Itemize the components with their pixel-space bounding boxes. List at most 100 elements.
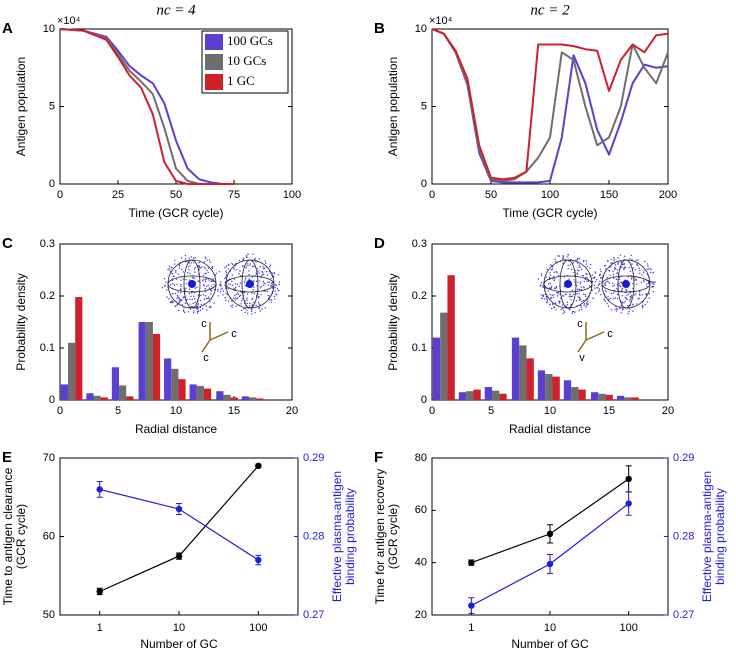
bar [203, 388, 212, 400]
inset-dot [540, 281, 543, 284]
inset-dot [548, 276, 551, 278]
legend-swatch [205, 54, 223, 70]
inset-dot [626, 294, 628, 296]
inset-dot [188, 268, 190, 271]
x-tick-label: 1 [97, 622, 103, 634]
inset-arrow [585, 331, 605, 341]
inset-dot [646, 263, 649, 265]
bar [152, 333, 161, 400]
plot-frame [431, 28, 669, 185]
inset-dot [215, 272, 218, 274]
inset-dot [203, 284, 205, 286]
inset-dot [605, 290, 608, 293]
y2-label: binding probability [343, 488, 357, 585]
inset-dot [208, 259, 211, 261]
inset-dot [591, 274, 593, 276]
inset-dot [188, 293, 191, 295]
inset-dot [621, 295, 624, 297]
inset-arrow [209, 331, 229, 341]
bar [624, 397, 632, 400]
inset-dot [272, 287, 274, 289]
inset-dot [227, 264, 230, 267]
inset-dot [177, 291, 179, 293]
inset-dot [612, 270, 614, 273]
inset-dot [594, 276, 596, 279]
inset-dot [562, 312, 564, 315]
inset-dot [600, 293, 602, 296]
inset-dot [253, 265, 255, 268]
inset-dot [629, 270, 632, 273]
inset-dot [189, 265, 191, 267]
marker [468, 559, 475, 566]
x-tick-label: 20 [286, 405, 298, 417]
x-axis-label: Time (GCR cycle) [503, 206, 598, 220]
inset-dot [549, 274, 552, 276]
inset-dot [546, 298, 548, 300]
inset-dot [548, 287, 551, 289]
x-tick-label: 10 [173, 622, 185, 634]
inset-dot [233, 287, 235, 290]
inset-dot [632, 282, 634, 285]
inset-dot [585, 302, 588, 304]
bar [68, 342, 76, 400]
inset-dot [652, 285, 655, 288]
inset-dot [239, 294, 242, 297]
inset-dot [266, 290, 269, 293]
inset-dot [542, 286, 544, 289]
inset-dot [625, 288, 627, 291]
marker [175, 552, 183, 560]
line-series [431, 28, 669, 182]
inset-dot [251, 292, 253, 294]
inset-dot [567, 264, 569, 267]
inset-dot [256, 285, 258, 287]
y-label: Antigen population [386, 57, 400, 156]
inset-dot [235, 269, 238, 271]
bar [126, 396, 134, 400]
inset-dot [635, 293, 637, 295]
inset-dot [599, 277, 602, 279]
inset-dot [275, 293, 277, 295]
inset-dot [553, 279, 556, 282]
inset-dot [628, 308, 631, 310]
inset-dot [645, 292, 648, 295]
inset-dot [614, 297, 617, 299]
inset-dot [610, 309, 613, 311]
inset-dot [185, 287, 187, 289]
inset-dot [231, 306, 233, 309]
inset-dot [634, 268, 636, 271]
inset-dot [548, 283, 550, 285]
y-tick-label: 70 [43, 452, 55, 464]
panel-label: A [2, 20, 13, 37]
inset-dot [649, 267, 651, 270]
inset-dot [589, 263, 592, 266]
bar [75, 297, 83, 400]
inset-dot [625, 289, 628, 292]
inset-dot [614, 267, 617, 270]
inset-dot [243, 281, 246, 283]
y2-tick-label: 0.27 [303, 609, 324, 621]
y-tick-label: 0 [421, 178, 427, 190]
inset-dot [651, 286, 653, 288]
inset-dot [604, 284, 607, 286]
inset-dot [555, 260, 557, 263]
inset-dot [555, 270, 557, 273]
inset-dot [170, 301, 173, 303]
inset-dot [182, 297, 185, 299]
inset-dot [267, 284, 270, 286]
inset-label: c [201, 318, 207, 330]
panel-label: D [374, 235, 385, 252]
inset-dot [266, 274, 269, 276]
inset-dot [608, 270, 611, 272]
inset-dot [572, 310, 575, 313]
inset-dot [610, 297, 612, 300]
inset-dot [227, 268, 230, 270]
inset-dot [226, 293, 228, 296]
inset-dot [641, 307, 644, 309]
bar [598, 393, 606, 400]
inset-dot [605, 264, 607, 267]
inset-dot [253, 293, 256, 295]
y-tick-label: 0.2 [412, 290, 427, 302]
inset-dot [540, 294, 542, 296]
inset-dot [224, 299, 227, 302]
y-tick-label: 0.3 [412, 238, 427, 250]
